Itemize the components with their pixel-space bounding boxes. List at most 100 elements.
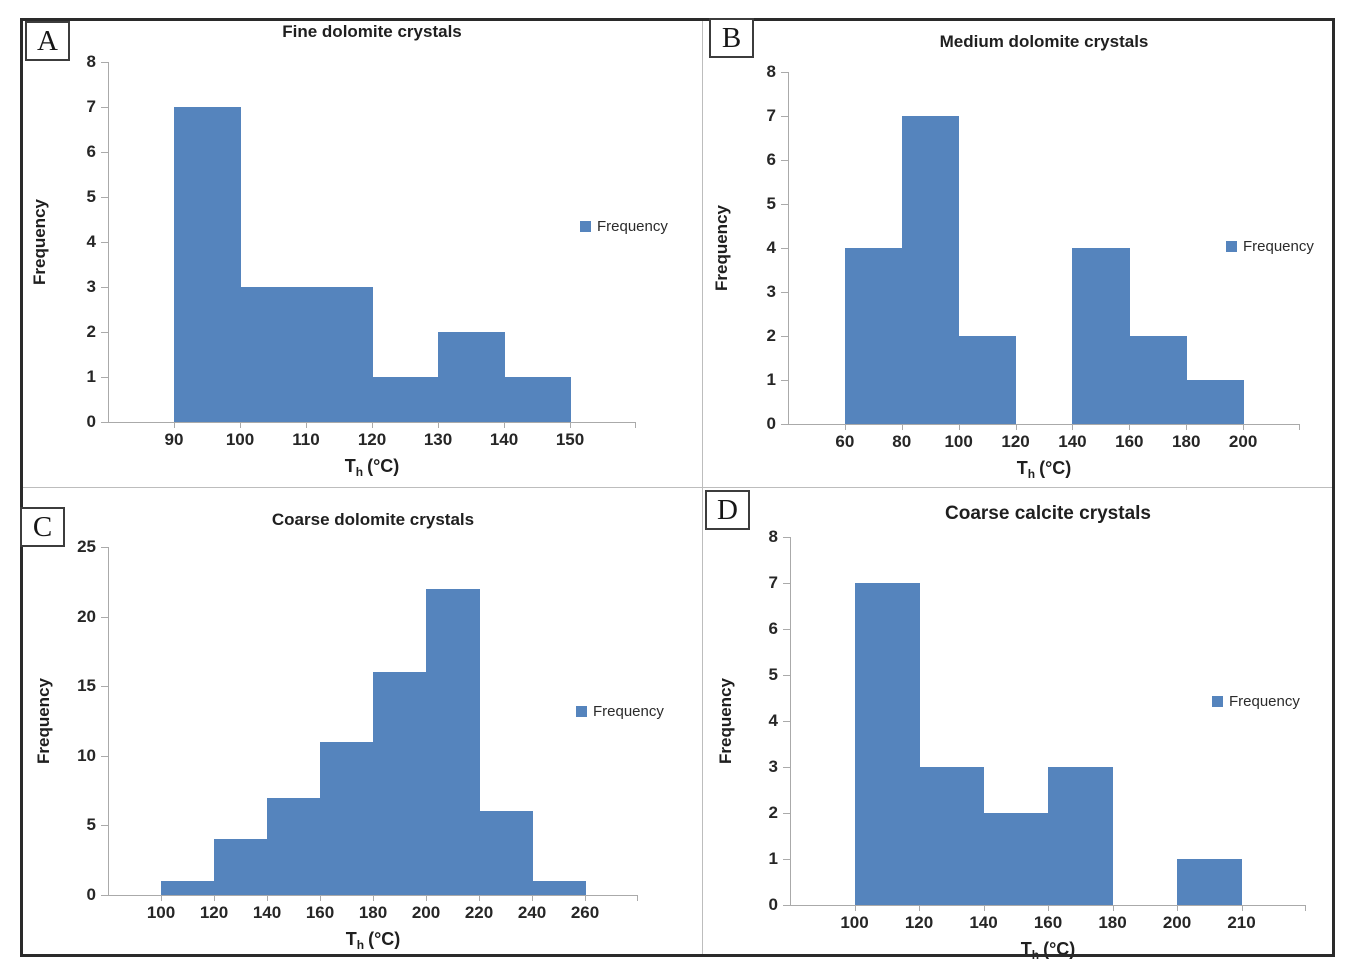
y-tick-label: 5 bbox=[86, 187, 96, 206]
x-axis-title: Th (°C) bbox=[108, 929, 638, 952]
bar-110-120 bbox=[306, 287, 373, 422]
y-tick-mark bbox=[783, 813, 790, 814]
y-tick-label: 0 bbox=[86, 412, 96, 431]
x-axis-title-unit: (°C) bbox=[1039, 458, 1072, 478]
y-tick-mark bbox=[101, 152, 108, 153]
x-tick-label: 60 bbox=[835, 432, 855, 451]
x-tick-mark bbox=[372, 422, 373, 428]
x-tick-mark bbox=[267, 895, 268, 901]
y-tick-mark bbox=[781, 380, 788, 381]
y-axis-line bbox=[790, 537, 791, 906]
y-tick-label: 8 bbox=[86, 52, 96, 71]
x-tick-mark bbox=[1112, 905, 1114, 911]
x-tick-label: 140 bbox=[969, 913, 998, 932]
x-tick-label: 100 bbox=[146, 903, 176, 922]
x-tick-mark bbox=[373, 895, 374, 901]
y-tick-mark bbox=[101, 422, 108, 423]
y-tick-mark bbox=[101, 686, 108, 687]
bar-160-180 bbox=[1048, 767, 1113, 905]
x-axis-title-subscript: h bbox=[1027, 467, 1036, 481]
y-tick-mark bbox=[781, 336, 788, 337]
y-tick-mark bbox=[101, 197, 108, 198]
legend: Frequency bbox=[1212, 693, 1300, 710]
x-tick-label: 220 bbox=[464, 903, 494, 922]
y-tick-mark bbox=[101, 895, 108, 896]
y-tick-mark bbox=[783, 537, 790, 538]
y-axis-title: Frequency bbox=[712, 205, 731, 291]
legend-swatch-icon bbox=[1212, 696, 1223, 707]
x-tick-label: 100 bbox=[840, 913, 869, 932]
y-tick-label: 3 bbox=[86, 277, 96, 296]
x-axis-title-unit: (°C) bbox=[1043, 939, 1076, 959]
y-axis-title: Frequency bbox=[30, 199, 49, 285]
x-axis-end-tick bbox=[637, 895, 638, 901]
x-axis-end-tick bbox=[1305, 905, 1306, 911]
x-tick-label: 100 bbox=[944, 432, 973, 451]
bar-200-220 bbox=[426, 588, 480, 895]
y-tick-label: 4 bbox=[766, 238, 776, 257]
x-axis-title-subscript: h bbox=[355, 465, 364, 479]
bar-120-140 bbox=[214, 839, 268, 895]
x-axis-title-symbol: T bbox=[344, 456, 356, 476]
x-axis-title: Th (°C) bbox=[788, 458, 1300, 481]
y-tick-mark bbox=[783, 859, 790, 860]
y-tick-mark bbox=[783, 583, 790, 584]
y-tick-mark bbox=[101, 377, 108, 378]
y-tick-mark bbox=[101, 242, 108, 243]
bar-240-260 bbox=[532, 881, 586, 895]
chart-panel-C: C Coarse dolomite crystals Frequency 0 5 10 15… bbox=[20, 487, 700, 957]
bar-180-200 bbox=[1186, 380, 1244, 424]
x-tick-label: 180 bbox=[358, 903, 388, 922]
y-tick-label: 7 bbox=[768, 573, 778, 592]
bar-100-110 bbox=[240, 287, 307, 422]
y-tick-mark bbox=[101, 332, 108, 333]
bar-160-180 bbox=[320, 741, 374, 895]
legend-label: Frequency bbox=[1243, 238, 1314, 255]
x-tick-label: 180 bbox=[1098, 913, 1127, 932]
chart-panel-A: A Fine dolomite crystals Frequency 0 1 2 3 4 5 6 7… bbox=[20, 18, 700, 487]
y-axis-line bbox=[788, 72, 789, 425]
x-tick-mark bbox=[983, 905, 985, 911]
plot-area: 0 5 10 15 20 25 100 120 140 160 180 200 220 240 260 bbox=[77, 537, 638, 922]
bar-120-140 bbox=[919, 767, 984, 905]
plot-area: 0 1 2 3 4 5 6 7 8 100 120 140 160 180 200 210 bbox=[769, 527, 1306, 932]
y-tick-label: 2 bbox=[766, 326, 776, 345]
y-tick-mark bbox=[101, 107, 108, 108]
y-tick-label: 8 bbox=[768, 527, 778, 546]
y-tick-label: 5 bbox=[768, 665, 778, 684]
x-tick-mark bbox=[1015, 424, 1017, 430]
y-tick-mark bbox=[101, 756, 108, 757]
bar-220-240 bbox=[479, 811, 533, 895]
y-tick-label: 7 bbox=[86, 97, 96, 116]
y-tick-label: 6 bbox=[768, 619, 778, 638]
panel-letter-label: D bbox=[705, 490, 750, 530]
x-axis-title-symbol: T bbox=[1020, 939, 1032, 959]
y-tick-mark bbox=[101, 287, 108, 288]
x-tick-label: 120 bbox=[199, 903, 229, 922]
y-tick-label: 1 bbox=[768, 849, 778, 868]
y-tick-mark bbox=[781, 160, 788, 161]
y-tick-label: 2 bbox=[768, 803, 778, 822]
y-tick-label: 0 bbox=[86, 885, 96, 904]
y-axis-title: Frequency bbox=[34, 678, 53, 764]
y-tick-label: 5 bbox=[86, 815, 96, 834]
y-tick-label: 2 bbox=[86, 322, 96, 341]
x-tick-label: 200 bbox=[411, 903, 441, 922]
x-tick-mark bbox=[1241, 905, 1243, 911]
bar-140-160 bbox=[1072, 248, 1130, 424]
legend-label: Frequency bbox=[1229, 693, 1300, 710]
x-tick-label: 140 bbox=[252, 903, 282, 922]
bar-140-160 bbox=[267, 797, 321, 895]
x-tick-label: 120 bbox=[904, 913, 934, 932]
x-axis-title-subscript: h bbox=[356, 938, 365, 952]
x-tick-mark bbox=[426, 895, 427, 901]
chart-title: Coarse dolomite crystals bbox=[271, 510, 475, 529]
y-axis-line bbox=[108, 62, 109, 423]
x-tick-label: 160 bbox=[1115, 432, 1144, 451]
x-tick-label: 180 bbox=[1172, 432, 1201, 451]
chart-title: Coarse calcite crystals bbox=[945, 503, 1151, 524]
y-tick-label: 20 bbox=[77, 607, 96, 626]
bar-140-160 bbox=[983, 813, 1049, 905]
x-tick-label: 260 bbox=[570, 903, 600, 922]
y-tick-mark bbox=[781, 204, 788, 205]
